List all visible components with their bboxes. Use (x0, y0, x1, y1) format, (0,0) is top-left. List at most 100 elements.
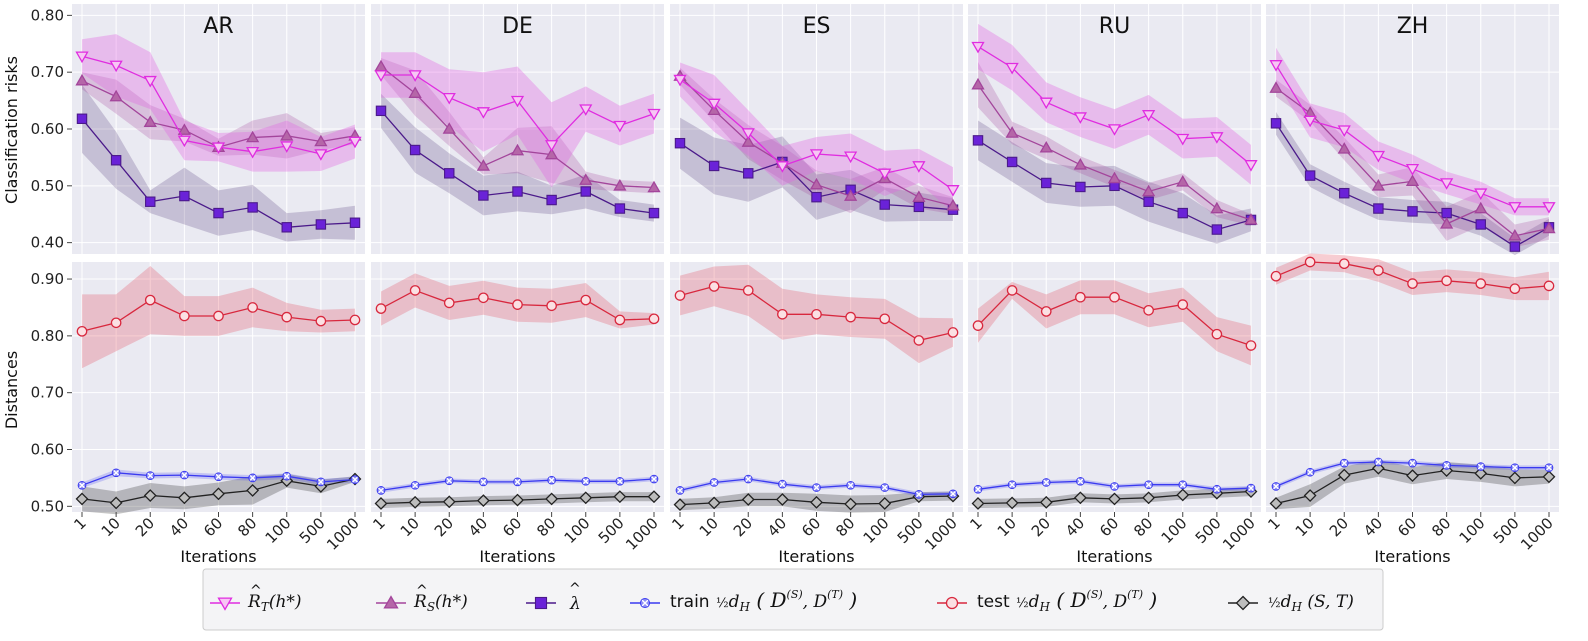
xtick-label: 20 (730, 514, 756, 540)
band-lambda (680, 117, 953, 222)
point-dst (1073, 491, 1087, 505)
point-rt (775, 161, 789, 173)
panel-title: ES (803, 14, 831, 39)
point-train (846, 480, 855, 490)
xtick-label: 60 (1394, 514, 1420, 540)
point-test (1109, 291, 1120, 303)
point-test (1509, 283, 1521, 295)
point-rs (1176, 175, 1190, 187)
point-test (478, 292, 489, 304)
xtick-label: 1 (369, 514, 388, 533)
point-train (444, 476, 454, 486)
point-test (1475, 278, 1487, 289)
point-lambda (1075, 181, 1086, 193)
ylabel-bottom: Distances (2, 351, 21, 429)
xtick-label: 100 (860, 514, 893, 547)
axes-ar-risks: 0.40 0.50 0.60 0.70 0.80 AR (31, 4, 365, 254)
point-test (1177, 299, 1189, 310)
legend-marker-rt (217, 597, 233, 611)
ylabel-top: Classification risks (2, 56, 21, 204)
xlabel: Iterations (479, 547, 555, 566)
xtick-label: 1 (70, 514, 89, 533)
point-rt (1005, 62, 1019, 75)
xtick-label: 80 (1428, 514, 1454, 540)
point-test (1211, 328, 1223, 340)
point-rs (741, 135, 755, 147)
point-dst (511, 493, 524, 507)
point-train (145, 471, 155, 480)
axes-de-risks: DE (371, 4, 664, 254)
legend-test-d: d (1029, 592, 1040, 612)
ytick-label: 0.50 (31, 497, 64, 515)
point-lambda (972, 135, 984, 146)
point-train (1339, 458, 1349, 468)
legend-test-half: ½ (1016, 596, 1029, 611)
point-test (708, 281, 720, 292)
point-test (913, 335, 925, 346)
legend: RT(h*) ^ RS(h*) ^ λ ^ train ½dH ( D(S), … (202, 568, 1384, 631)
xtick-label: 1000 (1517, 514, 1557, 554)
legend-rt-r: R (247, 592, 261, 612)
legend-test-comma: , D (1103, 592, 1128, 612)
point-rt (75, 51, 89, 64)
point-lambda (879, 199, 890, 210)
point-rt (579, 104, 593, 116)
legend-train-args: ( D (750, 588, 787, 612)
point-lambda (1407, 206, 1418, 217)
point-train (1476, 462, 1486, 471)
point-rt (348, 136, 362, 149)
point-test (1270, 270, 1282, 282)
point-dst (971, 497, 985, 510)
point-dst (707, 496, 721, 510)
point-rs (1405, 174, 1420, 187)
xtick-label: 40 (764, 514, 790, 540)
legend-marker-rs (383, 595, 399, 609)
point-rs (1107, 171, 1122, 184)
point-test (1441, 275, 1452, 287)
legend-test-s: (S) (1087, 588, 1103, 601)
point-rt (374, 70, 388, 82)
point-lambda (648, 207, 660, 219)
point-train (948, 489, 958, 499)
legend-dst-args: (S, T) (1302, 592, 1354, 612)
legend-label-rt: RT(h*) (247, 592, 302, 614)
point-train (812, 483, 821, 492)
axes-ru-distances (968, 262, 1261, 512)
legend-test-formula: ½dH ( D(S), D(T) ) (1016, 588, 1157, 614)
point-train (410, 480, 420, 490)
point-dst (476, 494, 490, 508)
point-lambda (1373, 203, 1384, 214)
point-train (615, 476, 625, 486)
point-rt (971, 41, 985, 54)
panel-title: RU (1099, 14, 1130, 39)
panel-title: DE (502, 14, 533, 39)
point-train (1442, 461, 1451, 470)
xtick-label: 1 (966, 514, 985, 533)
panels-layer: 0.400.500.600.700.80 AR0.500.600.700.800.… (31, 4, 1559, 566)
point-test (1245, 340, 1257, 351)
point-train (376, 486, 386, 495)
point-lambda (1006, 156, 1018, 168)
point-test (1338, 258, 1350, 270)
point-rt (1542, 202, 1556, 214)
point-rt (1210, 132, 1224, 144)
point-train (1178, 480, 1188, 490)
axes-ru-risks: RU (968, 4, 1261, 254)
point-dst (212, 487, 225, 501)
point-rs (510, 143, 525, 156)
legend-label-train: train (670, 592, 710, 612)
point-test (580, 294, 592, 306)
legend-train-d: d (729, 592, 740, 612)
axes-de-distances (371, 262, 664, 512)
xtick-label: 40 (166, 514, 192, 540)
point-train (914, 490, 924, 499)
point-train (1374, 457, 1383, 467)
point-rs (613, 179, 627, 191)
point-rt (109, 60, 123, 73)
point-rt (280, 141, 294, 153)
point-test (349, 314, 361, 326)
point-train (1212, 484, 1222, 494)
point-dst (741, 493, 755, 506)
point-test (879, 313, 891, 325)
